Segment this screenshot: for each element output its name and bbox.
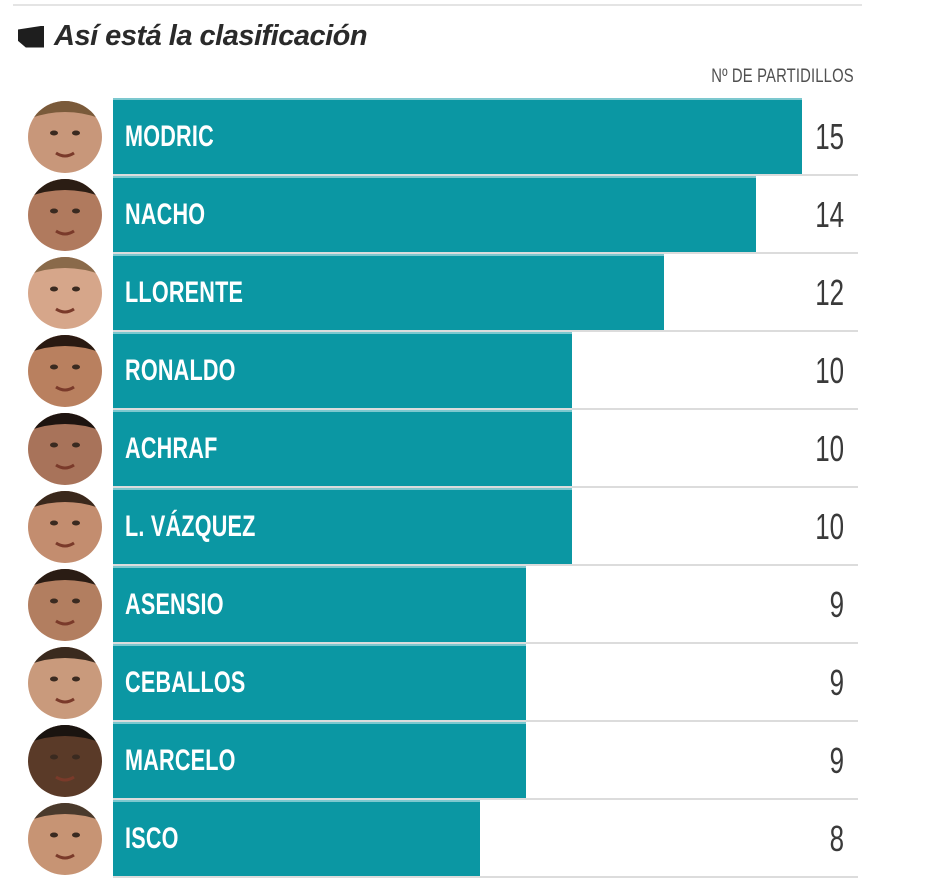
- player-name: L. VÁZQUEZ: [125, 510, 256, 543]
- player-avatar-icon: [28, 647, 102, 719]
- player-avatar-icon: [28, 179, 102, 251]
- partidillos-count: 14: [815, 194, 844, 235]
- bar-track: [113, 566, 858, 644]
- partidillos-count: 9: [829, 740, 844, 781]
- partidillos-count: 12: [815, 272, 844, 313]
- bar-track: [113, 644, 858, 722]
- chart-title: Así está la clasificación: [54, 20, 368, 52]
- bar-track: [113, 254, 858, 332]
- bar-row: ASENSIO 9: [0, 566, 940, 644]
- player-name: ISCO: [125, 822, 179, 855]
- partidillos-count: 15: [815, 116, 844, 157]
- bar-row: NACHO 14: [0, 176, 940, 254]
- bar-row: ISCO 8: [0, 800, 940, 878]
- player-name: MODRIC: [125, 120, 214, 153]
- bar: MARCELO: [113, 724, 526, 798]
- bar-row: ACHRAF 10: [0, 410, 940, 488]
- partidillos-count: 10: [815, 506, 844, 547]
- bar-row: CEBALLOS 9: [0, 644, 940, 722]
- player-avatar-icon: [28, 491, 102, 563]
- bar-row: L. VÁZQUEZ 10: [0, 488, 940, 566]
- bar-row: LLORENTE 12: [0, 254, 940, 332]
- player-name: MARCELO: [125, 744, 236, 777]
- bar: NACHO: [113, 178, 756, 252]
- partidillos-count: 10: [815, 428, 844, 469]
- player-name: ACHRAF: [125, 432, 218, 465]
- player-avatar-icon: [28, 413, 102, 485]
- bar-track: [113, 176, 858, 254]
- player-avatar-icon: [28, 803, 102, 875]
- bar: LLORENTE: [113, 256, 664, 330]
- bar-track: [113, 410, 858, 488]
- bar-track: [113, 488, 858, 566]
- top-divider: [13, 4, 862, 6]
- bar-track: [113, 332, 858, 410]
- partidillos-count: 10: [815, 350, 844, 391]
- player-avatar-icon: [28, 335, 102, 407]
- bar-track: [113, 98, 858, 176]
- bar: ACHRAF: [113, 412, 572, 486]
- partidillos-count: 8: [829, 818, 844, 859]
- bar: ISCO: [113, 802, 480, 876]
- section-marker-icon: [18, 25, 44, 48]
- player-name: ASENSIO: [125, 588, 224, 621]
- column-header-partidillos: Nº DE PARTIDILLOS: [711, 66, 854, 87]
- bar-row: MARCELO 9: [0, 722, 940, 800]
- bar: L. VÁZQUEZ: [113, 490, 572, 564]
- bar: ASENSIO: [113, 568, 526, 642]
- player-avatar-icon: [28, 725, 102, 797]
- player-avatar-icon: [28, 569, 102, 641]
- bar-track: [113, 722, 858, 800]
- chart-title-block: Así está la clasificación: [18, 20, 368, 53]
- bar: CEBALLOS: [113, 646, 526, 720]
- partidillos-count: 9: [829, 584, 844, 625]
- player-name: RONALDO: [125, 354, 236, 387]
- bar-row: MODRIC 15: [0, 98, 940, 176]
- player-name: CEBALLOS: [125, 666, 246, 699]
- player-avatar-icon: [28, 101, 102, 173]
- bar: MODRIC: [113, 100, 802, 174]
- bar-row: RONALDO 10: [0, 332, 940, 410]
- player-name: NACHO: [125, 198, 206, 231]
- partidillos-count: 9: [829, 662, 844, 703]
- bar: RONALDO: [113, 334, 572, 408]
- player-name: LLORENTE: [125, 276, 244, 309]
- player-avatar-icon: [28, 257, 102, 329]
